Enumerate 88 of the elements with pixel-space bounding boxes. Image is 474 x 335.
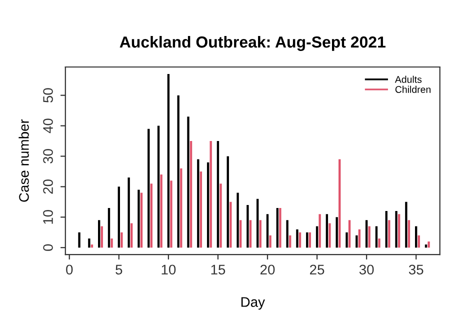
- y-tick-label: 10: [43, 210, 53, 224]
- bar: [157, 126, 160, 248]
- bar: [308, 232, 311, 248]
- bar: [418, 235, 420, 248]
- x-tick-label: 5: [116, 264, 122, 275]
- x-tick-label: 15: [211, 264, 226, 275]
- x-tick-label: 35: [408, 264, 424, 275]
- bar: [120, 232, 123, 248]
- bar: [108, 208, 110, 248]
- bar: [206, 162, 210, 248]
- y-axis-title: Case number: [18, 119, 29, 202]
- x-tick-label: 25: [310, 264, 324, 275]
- bar: [316, 226, 318, 248]
- bar: [197, 159, 200, 248]
- bar: [78, 232, 80, 248]
- bar: [230, 202, 232, 248]
- bar: [276, 208, 278, 248]
- x-tick-label: 20: [260, 264, 275, 275]
- bar: [428, 242, 430, 248]
- bar: [200, 171, 202, 248]
- y-tick-label: 20: [43, 180, 53, 194]
- bar: [259, 220, 262, 248]
- bar: [408, 220, 410, 248]
- bar: [226, 156, 229, 248]
- x-tick-label: 0: [66, 264, 73, 275]
- bar: [150, 184, 152, 248]
- bar: [88, 238, 90, 248]
- bar: [110, 238, 113, 248]
- bar: [398, 214, 400, 248]
- bar: [256, 198, 259, 248]
- bar: [246, 204, 249, 248]
- bar: [180, 168, 182, 248]
- bar: [415, 226, 418, 248]
- bar: [148, 128, 150, 248]
- bar: [346, 232, 348, 248]
- bar: [187, 116, 190, 248]
- bar: [98, 220, 100, 248]
- y-tick-label: 50: [43, 88, 53, 102]
- bar: [210, 141, 212, 248]
- legend-label: Children: [395, 86, 430, 93]
- bar: [395, 211, 398, 248]
- bar: [336, 217, 338, 248]
- bar: [296, 229, 298, 248]
- bar: [306, 232, 308, 248]
- bar: [358, 229, 361, 248]
- bar: [365, 220, 368, 248]
- bar: [378, 238, 380, 248]
- bar: [190, 141, 192, 248]
- bar: [405, 202, 408, 248]
- bar: [266, 214, 269, 248]
- y-tick-label: 40: [43, 118, 53, 134]
- legend-label: Adults: [394, 76, 422, 83]
- bar: [128, 178, 130, 248]
- bar: [318, 214, 321, 248]
- bar: [356, 235, 358, 248]
- bar: [216, 141, 220, 248]
- x-axis-title: Day: [241, 297, 265, 310]
- bar: [328, 223, 331, 248]
- bar: [160, 174, 162, 248]
- bar: [286, 220, 288, 248]
- bar: [385, 211, 388, 248]
- y-tick-label: 0: [43, 244, 53, 251]
- y-tick-label: 30: [43, 149, 53, 164]
- bar: [269, 235, 272, 248]
- bar: [375, 226, 378, 248]
- x-tick-label: 10: [162, 264, 176, 275]
- bar: [167, 74, 170, 248]
- bar: [298, 232, 302, 248]
- bar: [140, 192, 143, 248]
- bar: [326, 214, 328, 248]
- bar: [236, 192, 239, 248]
- bar: [279, 208, 282, 248]
- bar: [388, 220, 390, 248]
- bar: [368, 226, 370, 248]
- bar: [338, 159, 341, 248]
- bar: [348, 220, 351, 248]
- chart-title: Auckland Outbreak: Aug-Sept 2021: [120, 36, 386, 51]
- bar: [177, 95, 180, 248]
- bar: [100, 226, 103, 248]
- bar: [289, 235, 292, 248]
- bar: [170, 180, 172, 248]
- bar: [138, 190, 140, 248]
- x-tick-label: 30: [359, 264, 374, 275]
- bar: [249, 220, 252, 248]
- bar: [118, 186, 120, 248]
- bar: [220, 184, 222, 248]
- bar: [239, 220, 242, 248]
- bar: [130, 223, 133, 248]
